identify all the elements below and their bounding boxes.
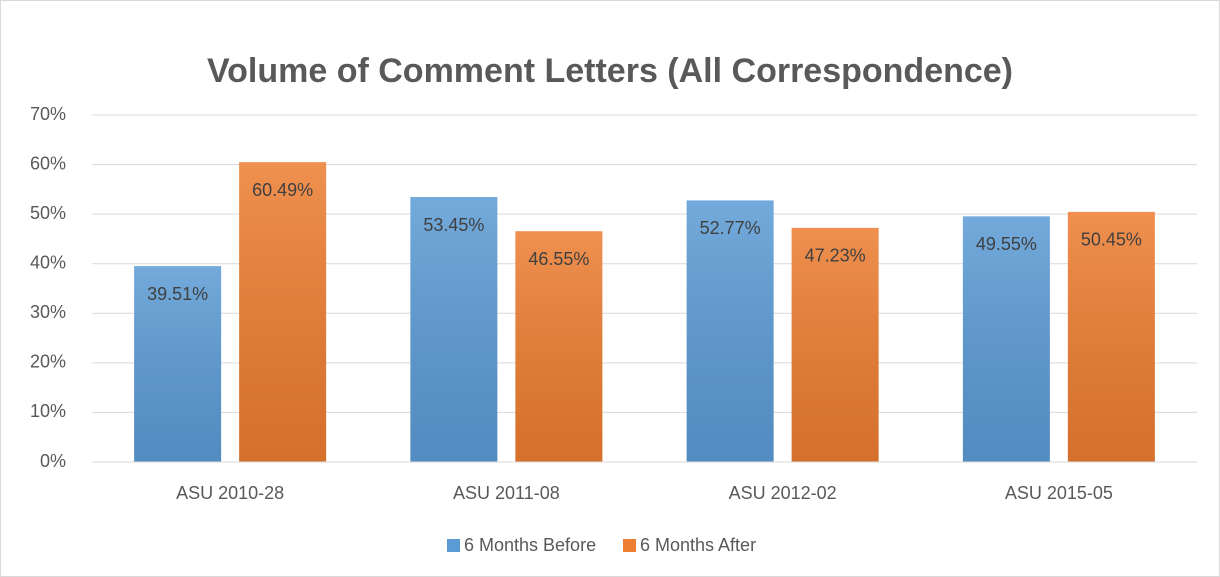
legend-label: 6 Months Before xyxy=(464,535,596,555)
data-label: 49.55% xyxy=(976,234,1037,254)
bar-shade xyxy=(1067,211,1155,462)
bar-shade xyxy=(515,231,603,462)
data-label: 60.49% xyxy=(252,180,313,200)
data-label: 47.23% xyxy=(805,246,866,266)
y-tick-label: 50% xyxy=(30,203,66,223)
data-label: 50.45% xyxy=(1081,230,1142,250)
y-tick-label: 0% xyxy=(40,451,66,471)
bar-shade xyxy=(791,227,879,462)
x-tick-label: ASU 2015-05 xyxy=(1005,483,1113,503)
legend-label: 6 Months After xyxy=(640,535,756,555)
bar-shade xyxy=(962,216,1050,462)
legend-swatch xyxy=(447,539,460,552)
bar-shade xyxy=(410,197,498,462)
y-tick-label: 40% xyxy=(30,252,66,272)
y-tick-label: 20% xyxy=(30,352,66,372)
chart-title: Volume of Comment Letters (All Correspon… xyxy=(207,52,1013,90)
bar-shade xyxy=(239,162,327,462)
data-label: 46.55% xyxy=(528,249,589,269)
x-tick-label: ASU 2012-02 xyxy=(729,483,837,503)
y-tick-label: 70% xyxy=(30,104,66,124)
bar-shade xyxy=(134,266,222,462)
x-tick-label: ASU 2011-08 xyxy=(453,483,560,503)
y-tick-label: 30% xyxy=(30,302,66,322)
data-label: 53.45% xyxy=(423,215,484,235)
data-label: 52.77% xyxy=(700,218,761,238)
y-tick-label: 60% xyxy=(30,153,66,173)
y-tick-label: 10% xyxy=(30,401,66,421)
bar-shade xyxy=(686,200,774,463)
x-tick-label: ASU 2010-28 xyxy=(176,483,284,503)
legend-swatch xyxy=(623,539,636,552)
data-label: 39.51% xyxy=(147,284,208,304)
